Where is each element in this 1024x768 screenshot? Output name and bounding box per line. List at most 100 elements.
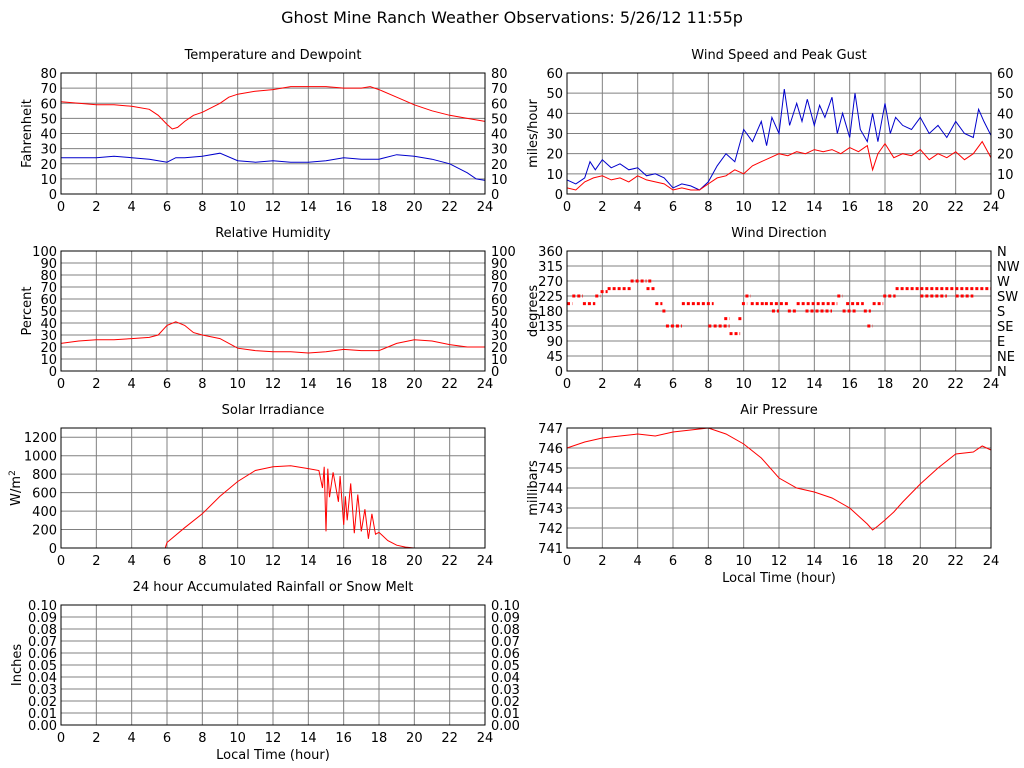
y-tick-label: 0.02 [28,695,57,710]
y-tick-label: 20 [40,341,57,356]
x-tick-label: 24 [477,554,494,569]
x-tick-label: 12 [771,377,788,392]
y-tick-label: 0.01 [28,707,57,722]
right-tick-label: 0.06 [491,647,520,662]
y-tick-label: 0.05 [28,659,57,674]
x-tick-label: 16 [841,200,858,215]
x-tick-label: 0 [57,554,65,569]
y-tick-label: 0.04 [28,671,57,686]
series-line-red [61,465,485,549]
y-axis-label: Fahrenheit [20,99,35,168]
chart-rain: 24 hour Accumulated Rainfall or Snow Mel… [10,580,520,763]
x-tick-label: 16 [335,731,352,746]
x-tick-label: 12 [265,554,282,569]
x-tick-label: 10 [229,200,246,215]
x-tick-label: 20 [406,554,423,569]
x-tick-label: 8 [704,554,712,569]
y-tick-label: 0 [555,365,563,380]
right-tick-label: 0.08 [491,623,520,638]
series-line-blue [566,89,992,191]
y-tick-label: 45 [546,350,563,365]
y-tick-label: 30 [40,143,57,158]
x-tick-label: 18 [371,731,388,746]
x-tick-label: 20 [912,200,929,215]
y-tick-label: 742 [538,522,563,537]
x-tick-label: 16 [335,377,352,392]
y-tick-label: 40 [546,107,563,122]
chart-title: Temperature and Dewpoint [184,48,362,63]
x-tick-label: 22 [441,554,458,569]
x-tick-label: 2 [598,200,606,215]
x-tick-label: 10 [735,554,752,569]
y-tick-label: 50 [40,112,57,127]
y-axis-label: degrees [526,285,541,338]
y-tick-label: 60 [40,293,57,308]
x-tick-label: 22 [441,731,458,746]
right-tick-label: 50 [491,112,508,127]
y-tick-label: 270 [538,275,563,290]
y-tick-label: 80 [40,269,57,284]
x-tick-label: 0 [563,377,571,392]
x-tick-label: 20 [912,554,929,569]
x-tick-label: 4 [128,731,136,746]
x-tick-label: 6 [163,200,171,215]
right-tick-label: 40 [491,317,508,332]
y-tick-label: 0.06 [28,647,57,662]
x-tick-label: 0 [57,200,65,215]
y-tick-label: 50 [40,305,57,320]
x-tick-label: 16 [335,200,352,215]
x-tick-label: 10 [735,200,752,215]
x-tick-label: 6 [163,377,171,392]
x-tick-label: 6 [163,554,171,569]
right-tick-label: W [997,275,1010,290]
x-tick-label: 8 [704,377,712,392]
x-tick-label: 16 [335,554,352,569]
series-line-red [566,140,992,191]
right-tick-label: 0 [491,188,499,203]
y-tick-label: 1000 [24,450,57,465]
series-line-red [60,321,485,354]
y-tick-label: 0.00 [28,719,57,734]
y-tick-label: 80 [40,67,57,82]
y-tick-label: 400 [32,505,57,520]
plot-frame [566,427,992,549]
x-tick-label: 10 [229,554,246,569]
plot-frame [60,72,486,195]
y-tick-label: 20 [546,148,563,163]
right-tick-label: 0.09 [491,611,520,626]
y-tick-label: 70 [40,281,57,296]
plot-frame [60,604,486,726]
plot-frame [566,250,992,372]
x-tick-label: 0 [563,200,571,215]
right-tick-label: 70 [491,82,508,97]
x-tick-label: 10 [735,377,752,392]
x-tick-label: 18 [371,200,388,215]
right-tick-label: 40 [997,107,1014,122]
right-tick-label: 0.00 [491,719,520,734]
x-tick-label: 4 [128,554,136,569]
right-tick-label: 20 [491,158,508,173]
chart-title: Wind Direction [731,226,827,241]
x-tick-label: 20 [406,377,423,392]
x-tick-label: 8 [198,377,206,392]
y-tick-label: 50 [546,87,563,102]
y-tick-label: 315 [538,260,563,275]
y-tick-label: 360 [538,245,563,260]
y-axis-label-sup: 2 [8,470,18,476]
right-tick-label: 0.03 [491,683,520,698]
x-tick-label: 14 [806,377,823,392]
right-tick-label: 60 [997,67,1014,82]
chart-title: 24 hour Accumulated Rainfall or Snow Mel… [133,580,414,595]
x-tick-label: 10 [229,377,246,392]
y-tick-label: 0.03 [28,683,57,698]
x-axis-label: Local Time (hour) [722,571,836,586]
x-tick-label: 14 [300,377,317,392]
x-tick-label: 12 [771,200,788,215]
x-tick-label: 2 [92,200,100,215]
y-tick-label: 135 [538,320,563,335]
series-line-blue [61,152,486,181]
x-tick-label: 2 [598,377,606,392]
